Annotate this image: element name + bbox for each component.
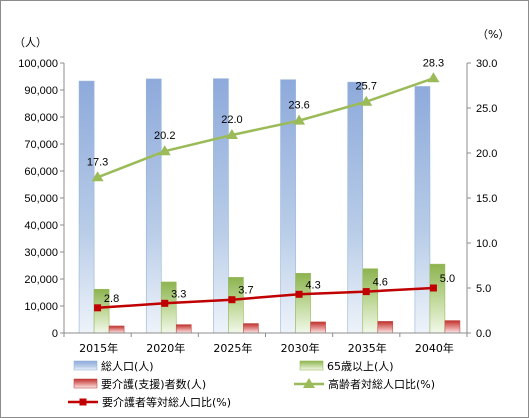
left-tick-label: 30,000 xyxy=(24,247,58,259)
left-tick-label: 70,000 xyxy=(24,139,58,151)
square-marker xyxy=(161,299,169,307)
right-axis: 0.0 5.0 10.0 15.0 20.0 25.0 30.0 xyxy=(467,58,497,340)
data-label: 17.3 xyxy=(87,156,108,168)
category-label: 2035年 xyxy=(348,341,387,355)
care-support-bar xyxy=(310,321,326,334)
triangle-marker xyxy=(91,171,104,182)
square-marker xyxy=(228,296,236,304)
data-label: 3.7 xyxy=(238,285,253,297)
legend-care-ratio: 要介護者等対総人口比(%) xyxy=(68,395,231,409)
left-tick-label: 10,000 xyxy=(24,301,58,313)
bar-series xyxy=(78,78,461,334)
total-population-bar xyxy=(414,86,431,334)
left-axis-unit: （人） xyxy=(14,36,47,49)
category-label: 2020年 xyxy=(146,341,185,355)
legend: 総人口(人) 65歳以上(人) 要介護(支援)者数(人) 高齢者対総人口比(%) 要介護… xyxy=(68,359,435,409)
square-marker xyxy=(295,290,303,298)
category-label: 2015年 xyxy=(79,341,118,355)
total-population-bar xyxy=(347,81,364,334)
data-label: 25.7 xyxy=(356,81,377,93)
right-tick-label: 30.0 xyxy=(476,58,497,70)
legend-label: 要介護者等対総人口比(%) xyxy=(102,395,231,409)
data-label: 4.3 xyxy=(305,279,320,291)
data-label: 22.0 xyxy=(221,114,242,126)
legend-swatch xyxy=(299,360,324,371)
right-tick-label: 0.0 xyxy=(476,328,491,340)
legend-label: 65歳以上(人) xyxy=(327,360,394,373)
data-label: 23.6 xyxy=(288,100,309,112)
left-tick-label: 40,000 xyxy=(24,220,58,232)
triangle-marker xyxy=(293,114,306,125)
care-support-bar xyxy=(243,323,259,334)
left-tick-label: 50,000 xyxy=(24,193,58,205)
category-label: 2025年 xyxy=(213,341,252,355)
total-population-bar xyxy=(145,78,162,334)
elderly-ratio-line xyxy=(97,77,434,179)
left-tick-label: 60,000 xyxy=(24,166,58,178)
triangle-marker xyxy=(225,129,238,139)
square-marker xyxy=(429,284,437,292)
plot-axes xyxy=(63,63,468,337)
data-label: 3.3 xyxy=(171,288,186,300)
legend-swatch xyxy=(73,360,98,371)
legend-marker xyxy=(79,398,87,406)
legend-label: 要介護(支援)者数(人) xyxy=(101,377,206,391)
left-tick-label: 90,000 xyxy=(24,85,58,97)
line-series xyxy=(91,72,440,312)
legend-total-population: 総人口(人) xyxy=(73,359,154,373)
left-axis: 0 10,000 20,000 30,000 40,000 50,000 60,000 70,… xyxy=(18,58,64,340)
square-marker xyxy=(362,288,370,296)
legend-elderly-ratio: 高齢者対総人口比(%) xyxy=(294,377,435,391)
right-axis-unit: （%） xyxy=(477,28,509,41)
left-tick-label: 100,000 xyxy=(18,58,58,70)
right-tick-label: 5.0 xyxy=(476,283,491,295)
triangle-marker xyxy=(158,145,171,156)
total-population-bar xyxy=(78,80,95,334)
legend-care-support: 要介護(支援)者数(人) xyxy=(73,377,206,391)
data-label: 28.3 xyxy=(423,57,444,69)
data-label: 5.0 xyxy=(440,273,455,285)
category-label: 2040年 xyxy=(415,341,454,355)
care-support-bar xyxy=(444,320,461,334)
left-tick-label: 0 xyxy=(52,328,58,340)
legend-label: 高齢者対総人口比(%) xyxy=(328,377,435,391)
right-tick-label: 20.0 xyxy=(476,148,497,160)
triangle-marker xyxy=(360,95,373,106)
category-axis: 2015年 2020年 2025年 2030年 2035年 2040年 xyxy=(79,341,454,355)
right-tick-label: 10.0 xyxy=(476,238,497,250)
data-label: 2.8 xyxy=(104,293,119,305)
legend-elderly-65: 65歳以上(人) xyxy=(299,360,394,373)
legend-swatch xyxy=(73,378,98,389)
legend-marker xyxy=(303,378,315,388)
care-support-bar xyxy=(108,325,125,334)
category-label: 2030年 xyxy=(281,341,320,355)
left-tick-label: 20,000 xyxy=(24,274,58,286)
data-labels: 17.3 20.2 22.0 23.6 25.7 28.3 2.8 3.3 3.7 4.3 4.6 5… xyxy=(87,57,455,304)
care-ratio-line xyxy=(97,286,434,310)
legend-label: 総人口(人) xyxy=(101,359,154,373)
left-tick-label: 80,000 xyxy=(24,112,58,124)
square-marker xyxy=(94,304,102,312)
data-label: 4.6 xyxy=(373,277,388,289)
care-support-bar xyxy=(175,324,192,334)
care-support-bar xyxy=(377,321,394,334)
right-tick-label: 15.0 xyxy=(476,193,497,205)
right-tick-label: 25.0 xyxy=(476,103,497,115)
data-label: 20.2 xyxy=(154,130,175,142)
triangle-marker xyxy=(427,72,440,83)
